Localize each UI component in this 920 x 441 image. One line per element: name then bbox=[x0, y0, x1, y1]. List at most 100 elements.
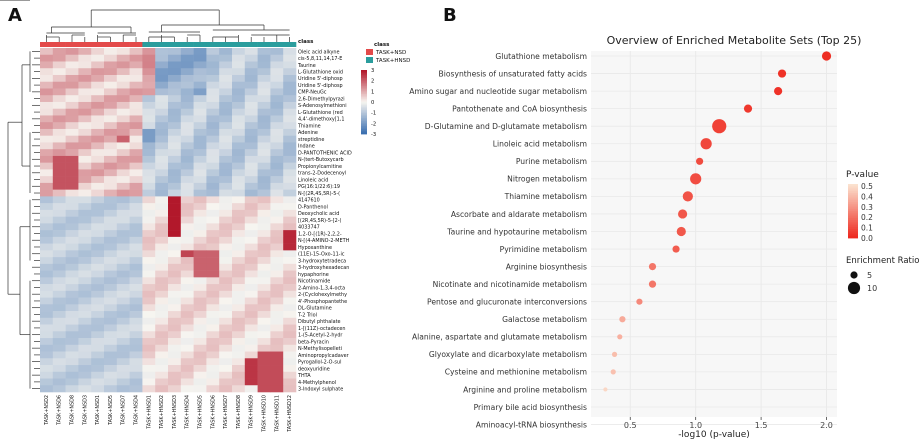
heatmap-cell bbox=[257, 169, 271, 177]
heatmap-cell bbox=[155, 290, 169, 298]
heatmap-cell bbox=[244, 365, 258, 373]
heatmap-cell bbox=[257, 371, 271, 379]
heatmap-cell bbox=[193, 142, 207, 150]
enrichment-legend-dot bbox=[850, 271, 858, 279]
heatmap-cell bbox=[193, 223, 207, 231]
heatmap-cell bbox=[244, 74, 258, 83]
pvalue-band bbox=[848, 203, 858, 206]
heatmap-cell bbox=[40, 196, 54, 204]
heatmap-cell bbox=[244, 290, 258, 298]
heatmap-cell bbox=[270, 250, 284, 258]
heatmap-cell bbox=[270, 48, 284, 56]
row-label: Uridine 5'-diphosp bbox=[298, 83, 343, 89]
pvalue-band bbox=[848, 187, 858, 190]
heatmap-cell bbox=[129, 284, 143, 292]
heatmap-cell bbox=[142, 290, 156, 298]
heatmap-cell bbox=[129, 142, 143, 150]
heatmap-cell bbox=[193, 351, 207, 359]
scale-band bbox=[361, 108, 367, 111]
heatmap-cell bbox=[155, 304, 169, 312]
heatmap-cell bbox=[232, 115, 246, 123]
heatmap-cell bbox=[257, 196, 271, 204]
heatmap-cell bbox=[232, 209, 246, 217]
heatmap-cell bbox=[283, 297, 297, 305]
row-label: 4'-Phosphopantethe bbox=[298, 299, 347, 305]
heatmap-cell bbox=[232, 81, 246, 89]
heatmap-cell bbox=[219, 297, 233, 305]
heatmap-cell bbox=[193, 61, 207, 69]
heatmap-cell bbox=[52, 344, 66, 352]
heatmap-cell bbox=[65, 378, 79, 386]
heatmap-cell bbox=[142, 209, 156, 217]
heatmap-cell bbox=[104, 230, 118, 238]
scale-band bbox=[361, 70, 367, 72]
heatmap-cell bbox=[40, 68, 54, 76]
heatmap-cell bbox=[244, 311, 258, 319]
heatmap-cell bbox=[78, 284, 92, 292]
heatmap-cell bbox=[116, 149, 130, 157]
heatmap-cell bbox=[155, 88, 169, 96]
heatmap-cell bbox=[40, 74, 54, 83]
heatmap-cell bbox=[180, 331, 194, 339]
heatmap-cell bbox=[40, 155, 54, 163]
heatmap-cell bbox=[257, 149, 271, 157]
heatmap-cell bbox=[155, 331, 169, 339]
heatmap-cell bbox=[129, 68, 143, 76]
heatmap-cell bbox=[206, 243, 220, 251]
heatmap-cell bbox=[232, 74, 246, 83]
heatmap-cell bbox=[232, 216, 246, 224]
heatmap-cell bbox=[180, 365, 194, 373]
heatmap-cell bbox=[244, 108, 258, 116]
heatmap-cell bbox=[244, 351, 258, 359]
enrichment-dot bbox=[672, 245, 680, 253]
heatmap-cell bbox=[168, 74, 182, 83]
scale-band bbox=[361, 98, 367, 101]
enrichment-legend-title: Enrichment Ratio bbox=[846, 256, 919, 266]
heatmap-cell bbox=[180, 108, 194, 116]
heatmap-cell bbox=[91, 74, 105, 83]
heatmap-cell bbox=[155, 223, 169, 231]
heatmap-cell bbox=[78, 223, 92, 231]
heatmap-cell bbox=[65, 88, 79, 96]
heatmap-cell bbox=[270, 311, 284, 319]
heatmap-cell bbox=[193, 149, 207, 157]
row-label: Thiamine bbox=[297, 123, 321, 129]
heatmap-cell bbox=[65, 257, 79, 265]
heatmap-cell bbox=[270, 297, 284, 305]
class-legend-item-nsd: TASK+NSD bbox=[375, 50, 406, 56]
heatmap-cell bbox=[116, 284, 130, 292]
heatmap-cell bbox=[193, 135, 207, 143]
heatmap-cell bbox=[206, 155, 220, 163]
scale-band bbox=[361, 122, 367, 125]
heatmap-cell bbox=[219, 189, 233, 197]
heatmap-cell bbox=[78, 115, 92, 123]
heatmap-cell bbox=[244, 385, 258, 393]
enrichment-dot bbox=[774, 87, 783, 96]
heatmap-cell bbox=[52, 101, 66, 110]
heatmap-cell bbox=[168, 365, 182, 373]
heatmap-cell bbox=[142, 128, 156, 136]
heatmap-cell bbox=[40, 88, 54, 96]
heatmap-cell bbox=[283, 317, 297, 325]
heatmap-cell bbox=[78, 304, 92, 312]
heatmap-cell bbox=[104, 88, 118, 96]
heatmap-cell bbox=[219, 68, 233, 76]
heatmap-cell bbox=[232, 324, 246, 332]
heatmap-cell bbox=[270, 358, 284, 366]
heatmap-cell bbox=[283, 358, 297, 366]
heatmap-cell bbox=[270, 203, 284, 211]
column-label: TASK+NSD5 bbox=[108, 395, 114, 426]
heatmap-cell bbox=[142, 176, 156, 184]
heatmap-cell bbox=[180, 74, 194, 83]
heatmap-cell bbox=[129, 209, 143, 217]
heatmap-cell bbox=[104, 142, 118, 150]
heatmap-cell bbox=[193, 236, 207, 244]
heatmap-cell bbox=[104, 68, 118, 76]
scale-band bbox=[361, 114, 367, 117]
heatmap-cell bbox=[219, 270, 233, 278]
heatmap-cell bbox=[52, 277, 66, 285]
heatmap-cell bbox=[91, 176, 105, 184]
heatmap-cell bbox=[168, 54, 182, 62]
row-label: 1-(5-Acetyl-2-hydr bbox=[298, 333, 343, 339]
heatmap-cell bbox=[52, 68, 66, 76]
